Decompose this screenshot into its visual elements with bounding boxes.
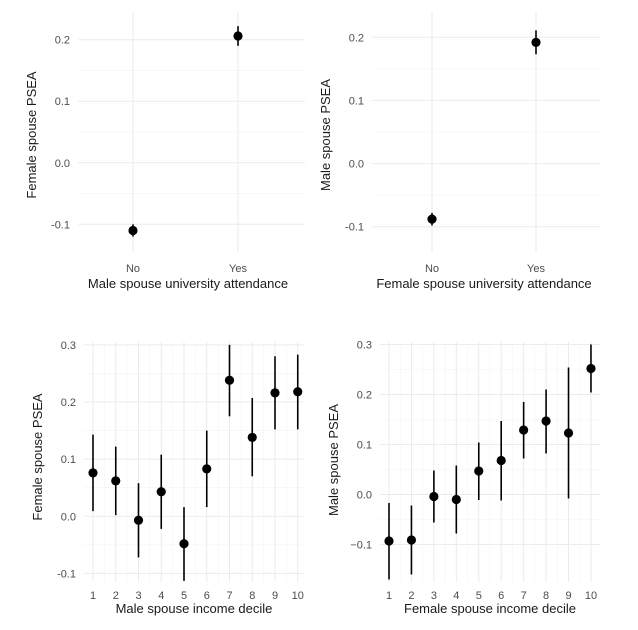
data-point — [406, 535, 417, 545]
data-point — [496, 455, 506, 466]
x-tick-label: 4 — [453, 590, 459, 602]
x-tick-label: 2 — [408, 590, 414, 602]
y-tick-label: 0.1 — [357, 440, 372, 452]
panel-0-xlabel: Male spouse university attendance — [88, 276, 288, 291]
y-tick-label: −0.1 — [350, 540, 372, 552]
y-tick-label: 0.2 — [55, 35, 70, 47]
panel-3-xlabel: Female spouse income decile — [404, 601, 576, 616]
data-point — [156, 487, 166, 497]
x-tick-label: 8 — [543, 590, 549, 602]
x-tick-label: Yes — [527, 263, 545, 275]
data-point — [427, 214, 437, 224]
data-point — [233, 31, 243, 41]
data-point — [179, 539, 189, 549]
x-tick-label: 8 — [249, 590, 255, 602]
panel-1-grid — [372, 12, 600, 252]
x-tick-label: Yes — [229, 263, 247, 275]
panel-female-income: Male spouse PSEA Female spouse income de… — [326, 340, 600, 616]
data-point — [270, 388, 280, 398]
x-tick-label: No — [126, 263, 140, 275]
x-tick-label: 9 — [565, 590, 571, 602]
x-tick-label: 1 — [90, 590, 96, 602]
y-tick-label: 0.1 — [55, 96, 70, 108]
y-tick-label: 0.3 — [357, 340, 372, 352]
data-point — [451, 494, 461, 505]
y-tick-label: -0.1 — [51, 219, 70, 231]
y-tick-label: 0.1 — [61, 454, 76, 466]
data-point — [384, 536, 394, 546]
y-tick-label: 0.3 — [61, 340, 76, 352]
x-tick-label: 6 — [204, 590, 210, 602]
x-tick-label: 7 — [226, 590, 232, 602]
panel-1-xlabel: Female spouse university attendance — [376, 276, 591, 291]
panel-male-attendance: Female spouse PSEA Male spouse universit… — [24, 12, 305, 291]
y-tick-label: 0.2 — [61, 397, 76, 409]
panel-2-ylabel: Female spouse PSEA — [30, 393, 45, 521]
panel-0-grid — [78, 12, 305, 252]
y-tick-label: 0.0 — [61, 511, 76, 523]
x-tick-label: 10 — [292, 590, 304, 602]
panel-2-grid — [84, 342, 304, 582]
y-tick-label: 0.2 — [357, 390, 372, 402]
data-point — [293, 387, 303, 397]
x-tick-label: 4 — [158, 590, 164, 602]
x-tick-label: 2 — [113, 590, 119, 602]
panel-3-grid — [380, 342, 600, 582]
panel-0-ylabel: Female spouse PSEA — [24, 71, 39, 199]
x-tick-label: 7 — [521, 590, 527, 602]
data-point — [202, 464, 212, 474]
y-tick-label: 0.0 — [349, 159, 364, 171]
x-tick-label: 5 — [181, 590, 187, 602]
x-tick-label: 9 — [272, 590, 278, 602]
x-tick-label: 1 — [386, 590, 392, 602]
data-point — [563, 428, 574, 438]
panel-male-income: Female spouse PSEA Male spouse income de… — [30, 340, 304, 616]
y-tick-label: 0.0 — [55, 158, 70, 170]
x-tick-label: 3 — [431, 590, 437, 602]
panel-female-attendance: Male spouse PSEA Female spouse universit… — [318, 12, 600, 291]
x-tick-label: 6 — [498, 590, 504, 602]
x-tick-label: 10 — [585, 590, 597, 602]
panel-3-ylabel: Male spouse PSEA — [326, 404, 341, 516]
panel-2-xlabel: Male spouse income decile — [116, 601, 273, 616]
data-point — [429, 491, 439, 502]
y-tick-label: -0.1 — [345, 222, 364, 234]
y-tick-label: 0.1 — [349, 95, 364, 107]
data-point — [128, 225, 138, 236]
panel-1-ylabel: Male spouse PSEA — [318, 79, 333, 191]
x-tick-label: 5 — [476, 590, 482, 602]
data-point — [111, 476, 121, 486]
data-point — [474, 466, 484, 476]
data-point — [247, 432, 257, 443]
data-point — [531, 37, 541, 47]
y-tick-label: 0.0 — [357, 490, 372, 502]
x-tick-label: No — [425, 263, 439, 275]
y-tick-label: 0.2 — [349, 32, 364, 44]
data-point — [224, 375, 235, 385]
data-point — [88, 468, 98, 478]
data-point — [133, 515, 144, 525]
y-tick-label: -0.1 — [57, 568, 76, 580]
data-point — [586, 363, 596, 374]
data-point — [519, 425, 529, 435]
x-tick-label: 3 — [135, 590, 141, 602]
data-point — [541, 416, 551, 426]
